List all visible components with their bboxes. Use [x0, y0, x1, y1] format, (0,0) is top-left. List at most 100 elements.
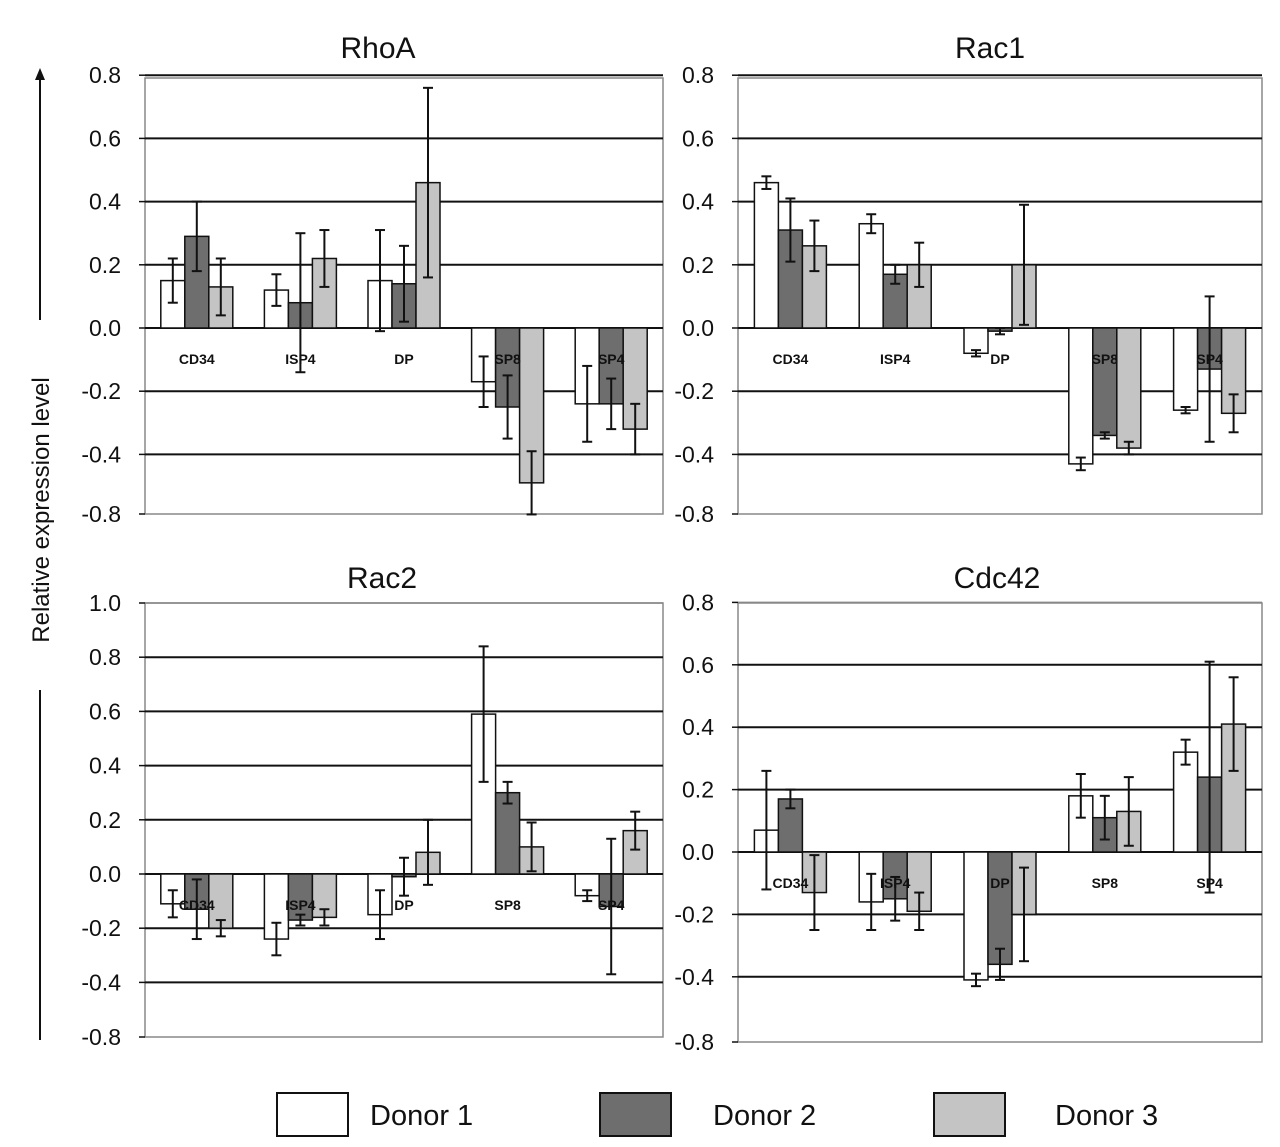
y-tick-label: 0.4 — [682, 189, 714, 215]
series-donor-2 — [777, 660, 1223, 981]
legend-swatch-donor-3 — [933, 1092, 1006, 1137]
error-bar — [809, 854, 820, 931]
error-bar — [582, 889, 593, 903]
error-bar — [1019, 203, 1029, 326]
bar — [494, 791, 521, 875]
series-donor-1 — [160, 229, 600, 443]
series-donor-2 — [777, 197, 1223, 443]
error-bar — [1180, 738, 1191, 766]
error-bar — [502, 780, 513, 805]
chart-panel-cdc42: Cdc42 0.8 0.6 0.4 0.2 0.0 -0.2 -0.4 -0.8 CD34 ISP… — [674, 562, 1263, 1055]
y-tick-label: 0.6 — [682, 125, 714, 151]
legend-swatch-donor-2 — [599, 1092, 672, 1137]
x-category-label: CD34 — [179, 351, 215, 367]
error-bar — [630, 810, 641, 851]
chart-panel-rac1: Rac1 0.8 0.6 0.4 0.2 0.0 -0.2 -0.4 -0.8 CD34 ISP4… — [674, 32, 1263, 527]
error-bar — [761, 769, 772, 891]
y-tick-label: 0.8 — [89, 644, 121, 670]
series-donor-3 — [801, 676, 1247, 963]
bar — [987, 851, 1013, 966]
x-category-label: DP — [394, 351, 413, 367]
x-category-label: SP4 — [1196, 875, 1223, 891]
error-bar — [375, 229, 385, 333]
error-bar — [1099, 431, 1110, 440]
y-tick-label: 0.8 — [89, 62, 121, 88]
error-bar — [191, 878, 202, 941]
y-tick-label: 0.2 — [682, 777, 714, 803]
error-bar — [866, 872, 877, 931]
legend-swatch-donor-1 — [276, 1092, 349, 1137]
x-category-label: DP — [394, 897, 413, 913]
error-bar — [1123, 776, 1134, 847]
series-donor-2 — [184, 780, 624, 976]
error-bar — [785, 788, 796, 810]
x-category-label: SP8 — [1092, 875, 1119, 891]
error-bar — [582, 364, 593, 443]
panel-title: Rac2 — [347, 562, 417, 595]
bar — [777, 798, 804, 853]
y-axis: 1.0 0.8 0.6 0.4 0.2 0.0 -0.2 -0.4 -0.8 — [81, 590, 663, 1050]
error-bar — [319, 229, 330, 288]
bar — [963, 327, 989, 355]
error-bar — [526, 821, 537, 873]
y-axis-label: Relative expression level — [28, 377, 55, 642]
error-bar — [375, 889, 385, 941]
y-tick-label: 0.6 — [682, 652, 714, 678]
y-tick-label: 0.8 — [682, 62, 714, 88]
error-bar — [191, 200, 202, 273]
error-bar — [630, 402, 641, 456]
legend: Donor 1 Donor 2 Donor 3 — [276, 1092, 1158, 1137]
error-bar — [423, 86, 433, 279]
legend-label-donor-1: Donor 1 — [370, 1100, 473, 1132]
series-donor-3 — [208, 810, 648, 938]
series-donor-3 — [801, 203, 1247, 456]
x-category-label: CD34 — [773, 875, 809, 891]
plot-area — [737, 77, 1263, 515]
error-bar — [761, 175, 772, 190]
x-category-label: SP4 — [598, 897, 625, 913]
error-bar — [1075, 456, 1086, 472]
y-tick-label: -0.8 — [674, 501, 714, 527]
error-bar — [1204, 660, 1215, 894]
bar — [1172, 327, 1199, 411]
x-category-label: SP8 — [494, 351, 521, 367]
y-tick-label: 0.6 — [89, 698, 121, 724]
x-category-label: SP8 — [494, 897, 521, 913]
error-bar — [478, 645, 489, 783]
panel-title: Rac1 — [955, 32, 1025, 65]
bar — [858, 222, 884, 329]
error-bar — [167, 889, 178, 919]
error-bar — [606, 837, 617, 976]
y-tick-label: 0.0 — [89, 315, 121, 341]
y-tick-label: 0.2 — [682, 252, 714, 278]
y-tick-label: 0.0 — [682, 839, 714, 865]
error-bar — [167, 257, 178, 304]
x-category-label: DP — [990, 351, 1009, 367]
error-bar — [319, 908, 330, 927]
x-category-label: ISP4 — [880, 351, 911, 367]
error-bar — [526, 450, 537, 516]
error-bar — [502, 374, 513, 440]
series-donor-1 — [753, 738, 1199, 988]
y-tick-label: -0.8 — [674, 1029, 714, 1055]
x-category-label: ISP4 — [285, 897, 316, 913]
y-tick-label: -0.2 — [674, 378, 714, 404]
y-tick-label: -0.4 — [674, 441, 714, 467]
panel-title: RhoA — [340, 32, 415, 65]
error-bar — [478, 355, 489, 408]
error-bar — [295, 232, 306, 374]
error-bar — [914, 241, 925, 288]
y-tick-label: 0.6 — [89, 125, 121, 151]
y-tick-label: -0.4 — [81, 441, 121, 467]
chart-panel-rac2: Rac2 1.0 0.8 0.6 0.4 0.2 0.0 -0.2 -0.4 -0.8 CD34 I… — [81, 562, 664, 1050]
y-axis-up-arrow-icon — [35, 68, 45, 80]
y-axis: 0.8 0.6 0.4 0.2 0.0 -0.2 -0.4 -0.8 — [81, 62, 663, 527]
error-bar — [1228, 393, 1239, 434]
x-category-labels: CD34 ISP4 DP SP8 SP4 — [773, 351, 1224, 367]
bar — [1172, 751, 1199, 853]
bar — [184, 235, 210, 329]
y-axis-label-group: Relative expression level — [28, 68, 55, 1040]
error-bar — [1204, 295, 1215, 443]
y-tick-label: -0.8 — [81, 501, 121, 527]
y-tick-label: 1.0 — [89, 590, 121, 616]
